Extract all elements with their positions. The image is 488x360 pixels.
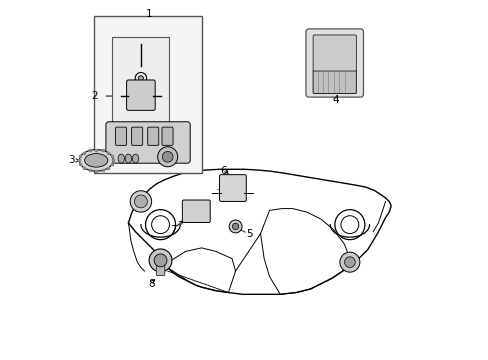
Text: 5: 5 <box>246 229 252 239</box>
Circle shape <box>339 252 359 272</box>
Text: 4: 4 <box>332 95 338 105</box>
Text: 3: 3 <box>68 156 75 165</box>
Circle shape <box>157 147 177 167</box>
FancyBboxPatch shape <box>312 35 356 71</box>
Circle shape <box>134 195 147 208</box>
Ellipse shape <box>118 154 124 163</box>
Ellipse shape <box>125 154 131 163</box>
FancyBboxPatch shape <box>115 127 126 145</box>
FancyBboxPatch shape <box>156 265 164 275</box>
Text: 6: 6 <box>219 166 226 176</box>
Circle shape <box>162 152 173 162</box>
Text: 1: 1 <box>145 9 152 19</box>
Circle shape <box>138 76 143 81</box>
FancyBboxPatch shape <box>219 175 246 202</box>
FancyBboxPatch shape <box>106 122 190 163</box>
FancyBboxPatch shape <box>94 16 201 173</box>
Circle shape <box>344 257 354 267</box>
FancyBboxPatch shape <box>126 80 155 111</box>
Ellipse shape <box>79 150 113 171</box>
FancyBboxPatch shape <box>112 37 169 123</box>
Text: 7: 7 <box>169 225 176 235</box>
Ellipse shape <box>132 154 139 163</box>
Circle shape <box>130 191 151 212</box>
Circle shape <box>232 223 238 230</box>
FancyBboxPatch shape <box>147 127 159 145</box>
Circle shape <box>154 254 166 267</box>
Text: 8: 8 <box>148 279 155 289</box>
FancyBboxPatch shape <box>312 70 356 94</box>
FancyBboxPatch shape <box>305 29 363 97</box>
Ellipse shape <box>84 154 108 167</box>
Text: 2: 2 <box>91 91 98 101</box>
Circle shape <box>149 249 172 272</box>
FancyBboxPatch shape <box>182 200 210 222</box>
FancyBboxPatch shape <box>162 127 173 145</box>
Circle shape <box>229 220 242 233</box>
FancyBboxPatch shape <box>131 127 142 145</box>
